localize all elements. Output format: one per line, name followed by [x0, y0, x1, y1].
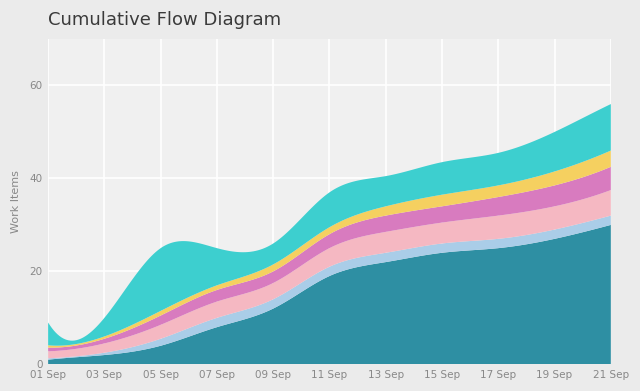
Y-axis label: Work Items: Work Items: [11, 170, 21, 233]
Text: Cumulative Flow Diagram: Cumulative Flow Diagram: [48, 11, 281, 29]
